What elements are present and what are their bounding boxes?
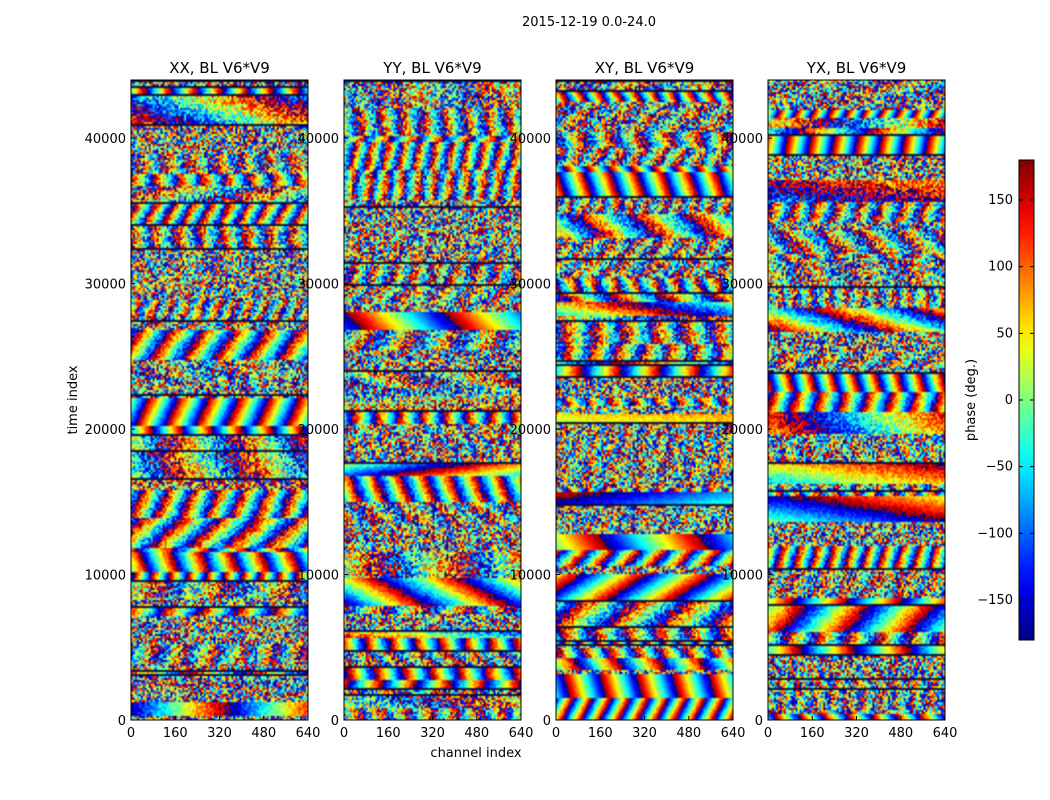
panel-title: XX, BL V6*V9 (169, 59, 270, 77)
y-tick-label: 0 (543, 714, 551, 729)
colorbar: 150 100 50 0 −50 −100 −150 phase (deg.) (964, 159, 1035, 641)
y-tick-label: 40000 (85, 132, 126, 147)
x-tick-label: 480 (251, 726, 276, 741)
y-tick-label: 20000 (510, 423, 551, 438)
x-tick-label: 160 (376, 726, 401, 741)
colorbar-tick-label: 150 (988, 193, 1013, 208)
x-tick-label: 0 (340, 726, 348, 741)
y-tick-label: 10000 (298, 569, 339, 584)
y-tick-label: 10000 (85, 569, 126, 584)
y-tick-label: 20000 (722, 423, 763, 438)
x-tick-label: 480 (464, 726, 489, 741)
phase-heatmap-xy (556, 80, 733, 720)
colorbar-tick-label: −50 (986, 460, 1013, 475)
x-tick-label: 480 (888, 726, 913, 741)
figure-suptitle: 2015-12-19 0.0-24.0 (522, 15, 656, 30)
y-tick-label: 10000 (722, 569, 763, 584)
x-tick-label: 320 (420, 726, 445, 741)
x-tick-label: 160 (800, 726, 825, 741)
y-tick-label: 30000 (298, 278, 339, 293)
x-tick-label: 640 (509, 726, 534, 741)
y-tick-label: 40000 (298, 132, 339, 147)
panel-title: XY, BL V6*V9 (595, 59, 695, 77)
x-tick-label: 160 (588, 726, 613, 741)
phase-heatmap-yx (768, 80, 945, 720)
panel-xy: XY, BL V6*V9 0 160 320 480 640 0 10000 20000 3000… (510, 59, 746, 741)
panel-yy: YY, BL V6*V9 0 160 320 480 640 0 10000 20000 3000… (298, 59, 534, 741)
colorbar-tick-label: −100 (977, 526, 1013, 541)
colorbar-tick-label: 100 (988, 260, 1013, 275)
colorbar-label: phase (deg.) (964, 359, 979, 441)
y-tick-label: 40000 (510, 132, 551, 147)
phase-heatmap-yy (344, 80, 521, 720)
x-axis-label: channel index (430, 746, 521, 761)
y-tick-label: 40000 (722, 132, 763, 147)
y-tick-label: 0 (331, 714, 339, 729)
x-tick-label: 0 (764, 726, 772, 741)
x-tick-label: 160 (163, 726, 188, 741)
panel-xx: XX, BL V6*V9 0 160 320 480 640 0 10000 20000 3000… (85, 59, 321, 741)
y-tick-label: 10000 (510, 569, 551, 584)
x-tick-label: 320 (844, 726, 869, 741)
panel-title: YY, BL V6*V9 (382, 59, 481, 77)
panel-title: YX, BL V6*V9 (806, 59, 907, 77)
x-tick-label: 480 (676, 726, 701, 741)
panels: XX, BL V6*V9 0 160 320 480 640 0 10000 20000 3000… (85, 59, 958, 741)
x-tick-label: 640 (296, 726, 321, 741)
y-tick-label: 30000 (510, 278, 551, 293)
y-tick-label: 30000 (85, 278, 126, 293)
y-axis-label: time index (66, 365, 81, 434)
x-tick-label: 0 (127, 726, 135, 741)
x-tick-label: 640 (721, 726, 746, 741)
y-tick-label: 20000 (85, 423, 126, 438)
phase-heatmap-xx (131, 80, 308, 720)
x-tick-label: 640 (933, 726, 958, 741)
colorbar-tick-label: 50 (996, 326, 1013, 341)
panel-yx: YX, BL V6*V9 0 160 320 480 640 0 10000 20000 3000… (722, 59, 958, 741)
y-tick-label: 20000 (298, 423, 339, 438)
x-tick-label: 320 (207, 726, 232, 741)
x-tick-label: 320 (632, 726, 657, 741)
y-tick-label: 30000 (722, 278, 763, 293)
y-tick-label: 0 (755, 714, 763, 729)
y-tick-label: 0 (118, 714, 126, 729)
colorbar-tick-label: 0 (1005, 393, 1013, 408)
colorbar-tick-label: −150 (977, 593, 1013, 608)
x-tick-label: 0 (552, 726, 560, 741)
